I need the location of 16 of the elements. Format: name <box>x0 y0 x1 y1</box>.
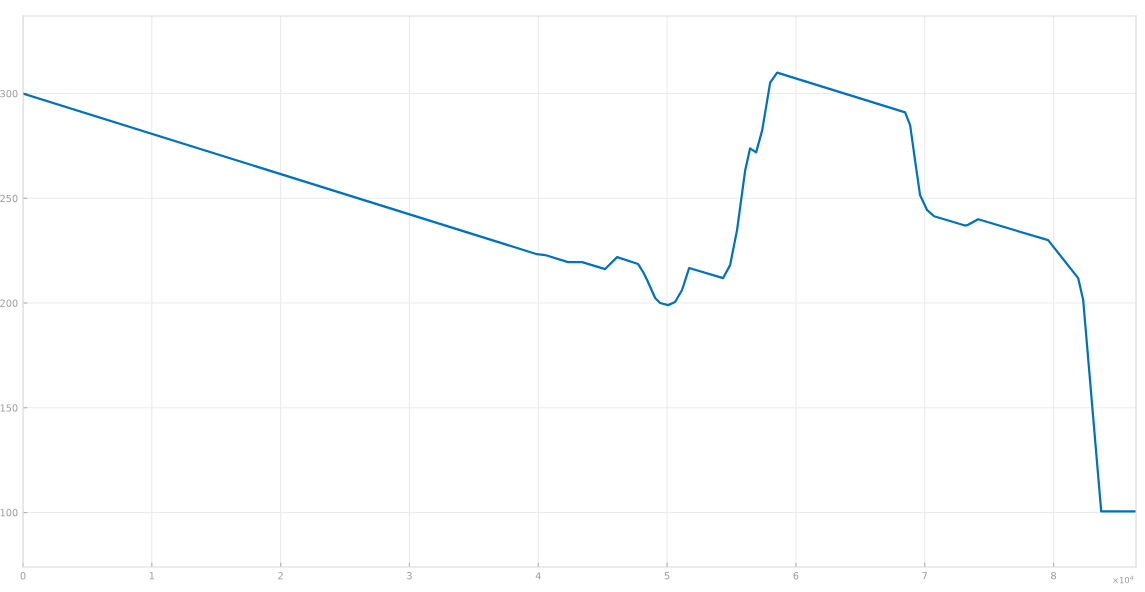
x-tick-label: 1 <box>149 572 155 580</box>
x-tick-label: 5 <box>664 572 670 580</box>
x-tick-label: 3 <box>407 572 412 580</box>
x-tick-label: 6 <box>793 572 799 580</box>
x-tick-label: 2 <box>278 572 283 580</box>
y-tick-label: 200 <box>0 299 18 307</box>
x-tick-label: 8 <box>1051 572 1056 580</box>
x-tick-label: 4 <box>535 572 541 580</box>
text: ×10$^{4}$ <box>1113 575 1134 584</box>
line-series <box>23 71 1136 513</box>
y-tick-label: 250 <box>0 194 18 203</box>
y-tick-label: 300 <box>0 90 18 98</box>
y-tick-label: 100 <box>0 509 18 517</box>
x-tick-label: 7 <box>922 572 927 580</box>
x-tick-label: 0 <box>20 572 26 580</box>
y-tick-label: 150 <box>0 404 18 412</box>
